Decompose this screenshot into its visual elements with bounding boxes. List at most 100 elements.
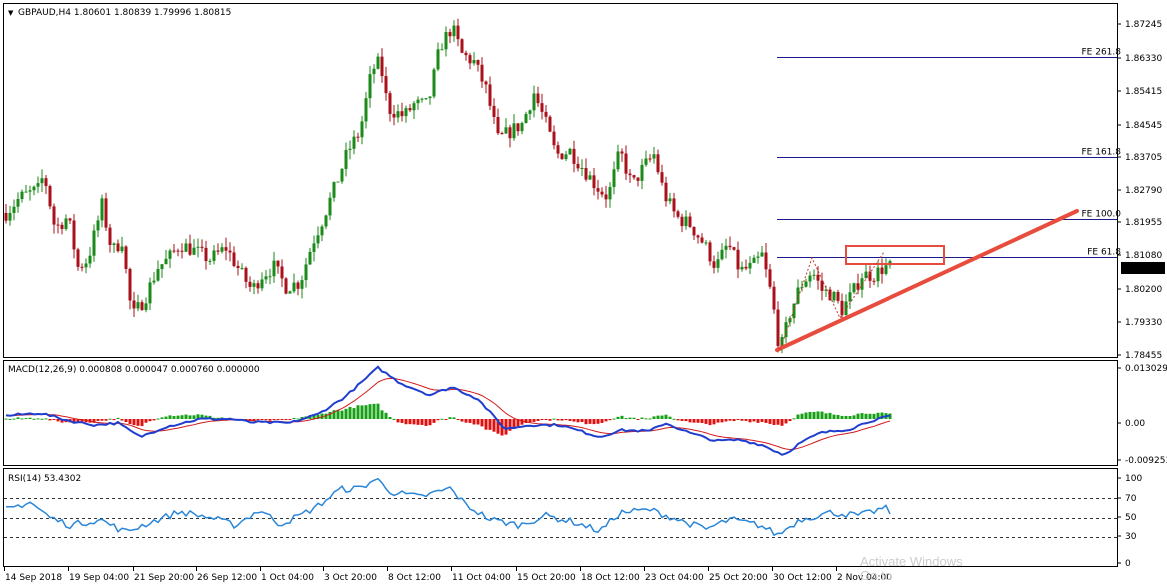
macd-hist-bar bbox=[716, 419, 720, 423]
macd-hist-bar bbox=[92, 419, 96, 423]
macd-hist-bar bbox=[132, 419, 136, 426]
candle-body bbox=[512, 123, 516, 139]
candle-body bbox=[204, 247, 208, 262]
candle-body bbox=[404, 108, 408, 117]
price-tick-label: 1.87245 bbox=[1125, 20, 1162, 30]
candle-body bbox=[716, 259, 720, 268]
candle-body bbox=[560, 153, 564, 160]
candle-body bbox=[676, 211, 680, 217]
candle-body bbox=[392, 113, 396, 118]
macd-hist-bar bbox=[280, 419, 284, 420]
macd-hist-bar bbox=[28, 417, 32, 419]
macd-hist-bar bbox=[172, 416, 176, 419]
candle-body bbox=[656, 154, 660, 173]
candle-body bbox=[596, 188, 600, 192]
macd-layer bbox=[4, 365, 892, 456]
macd-hist-bar bbox=[592, 419, 596, 425]
support-trendline[interactable] bbox=[775, 209, 1079, 352]
macd-hist-bar bbox=[4, 418, 8, 420]
rsi-tick-label: 70 bbox=[1125, 494, 1137, 504]
candle-body bbox=[292, 282, 296, 292]
candle-body bbox=[640, 164, 644, 181]
candle-body bbox=[268, 276, 272, 278]
candle-body bbox=[300, 280, 304, 289]
macd-hist-bar bbox=[36, 418, 40, 420]
macd-hist-bar bbox=[428, 419, 432, 426]
macd-hist-bar bbox=[568, 419, 572, 421]
fib-zigzag bbox=[779, 251, 885, 351]
candle-body bbox=[332, 182, 336, 198]
candle-body bbox=[256, 283, 260, 289]
candle-body bbox=[44, 178, 48, 187]
candle-body bbox=[320, 226, 324, 236]
macd-header: MACD(12,26,9) 0.000808 0.000047 0.000760… bbox=[8, 365, 260, 375]
macd-hist-bar bbox=[484, 419, 488, 430]
macd-hist-bar bbox=[624, 418, 628, 420]
candle-body bbox=[872, 280, 876, 282]
rsi-layer bbox=[4, 477, 1117, 538]
macd-hist-bar bbox=[80, 419, 84, 422]
candle-body bbox=[820, 280, 824, 291]
macd-hist-bar bbox=[612, 418, 616, 420]
price-tick-label: 1.82790 bbox=[1125, 186, 1162, 196]
macd-hist-bar bbox=[300, 417, 304, 419]
candle-body bbox=[796, 287, 800, 304]
macd-hist-bar bbox=[872, 413, 876, 419]
candle-body bbox=[800, 286, 804, 288]
fib-levels: FE 261.8 FE 161.8 FE 100.0 FE 61.8 bbox=[777, 48, 1121, 258]
macd-hist-bar bbox=[344, 408, 348, 419]
macd-hist-bar bbox=[76, 419, 80, 423]
rsi-tick-label: 0 bbox=[1125, 559, 1131, 569]
candle-body bbox=[836, 291, 840, 301]
candle-body bbox=[616, 151, 620, 170]
macd-hist-bar bbox=[608, 419, 612, 421]
macd-hist-bar bbox=[116, 417, 120, 419]
macd-hist-bar bbox=[460, 419, 464, 422]
macd-hist-bar bbox=[104, 419, 108, 421]
macd-hist-bar bbox=[272, 419, 276, 420]
candle-body bbox=[84, 263, 88, 268]
macd-hist-bar bbox=[644, 418, 648, 420]
candle-body bbox=[96, 220, 100, 231]
candle-body bbox=[636, 177, 640, 181]
price-tick-label: 1.86330 bbox=[1125, 54, 1162, 64]
resistance-box[interactable] bbox=[845, 245, 945, 265]
macd-hist-bar bbox=[852, 415, 856, 419]
macd-hist-bar bbox=[432, 419, 436, 423]
candle-body bbox=[360, 121, 364, 138]
candle-body bbox=[288, 291, 292, 294]
candle-body bbox=[868, 271, 872, 281]
candle-body bbox=[156, 269, 160, 281]
macd-hist-bar bbox=[364, 405, 368, 419]
candle-body bbox=[444, 32, 448, 50]
macd-hist-bar bbox=[152, 419, 156, 421]
candle-body bbox=[532, 93, 536, 111]
candle-body bbox=[124, 246, 128, 269]
macd-hist-bar bbox=[256, 419, 260, 420]
time-tick-label: 18 Oct 12:00 bbox=[581, 573, 640, 583]
candle-body bbox=[780, 337, 784, 347]
candle-body bbox=[148, 282, 152, 304]
candle-body bbox=[672, 198, 676, 212]
candle-body bbox=[772, 286, 776, 310]
candle-body bbox=[180, 250, 184, 252]
candle-body bbox=[316, 235, 320, 244]
collapse-arrow-icon[interactable]: ▼ bbox=[8, 9, 14, 17]
candle-body bbox=[140, 302, 144, 311]
macd-hist-bar bbox=[508, 419, 512, 431]
candle-body bbox=[356, 136, 360, 138]
macd-hist-bar bbox=[260, 419, 264, 420]
macd-hist-bar bbox=[524, 419, 528, 423]
macd-hist-bar bbox=[452, 417, 456, 419]
candle-body bbox=[824, 289, 828, 291]
candle-body bbox=[100, 198, 104, 221]
rsi-header: RSI(14) 53.4302 bbox=[8, 474, 81, 484]
macd-hist-bar bbox=[664, 414, 668, 419]
macd-hist-bar bbox=[876, 412, 880, 419]
macd-hist-bar bbox=[588, 419, 592, 424]
candle-body bbox=[4, 212, 8, 221]
macd-hist-bar bbox=[636, 419, 640, 420]
candle-body bbox=[432, 69, 436, 97]
candle-body bbox=[340, 168, 344, 182]
candle-body bbox=[664, 182, 668, 202]
